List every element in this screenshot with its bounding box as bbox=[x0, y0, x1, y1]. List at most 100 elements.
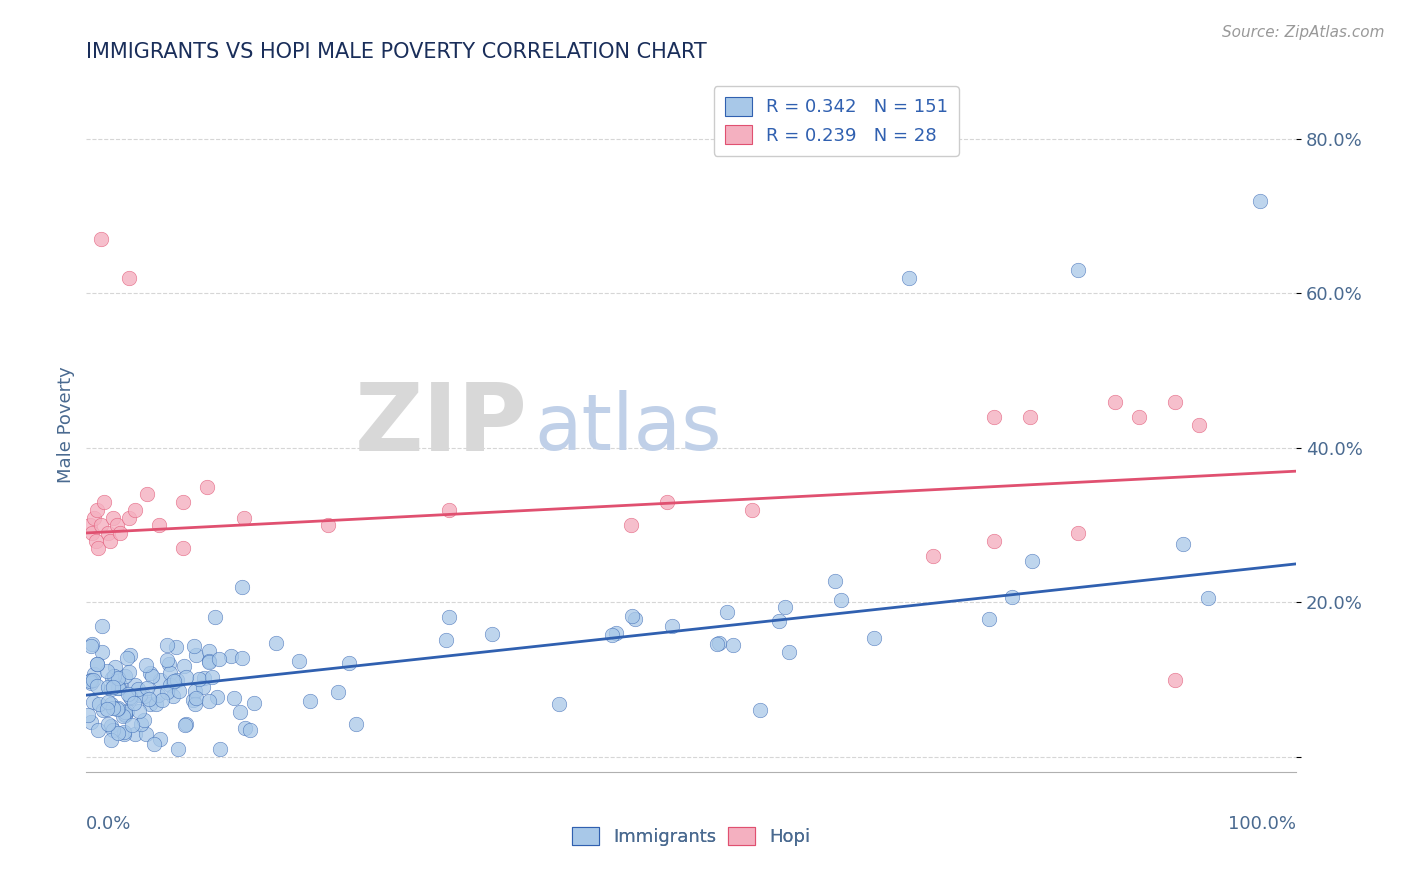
Point bbox=[830, 593, 852, 607]
Point bbox=[183, 640, 205, 654]
Point bbox=[184, 684, 207, 698]
Point bbox=[224, 691, 246, 706]
Point bbox=[723, 638, 745, 652]
Point bbox=[103, 680, 125, 694]
Point bbox=[107, 701, 129, 715]
Point bbox=[87, 697, 110, 711]
Point bbox=[91, 703, 114, 717]
Text: 0.0%: 0.0% bbox=[86, 815, 132, 833]
Point bbox=[100, 681, 122, 696]
Point bbox=[655, 495, 678, 509]
Point bbox=[187, 672, 209, 686]
Point bbox=[193, 671, 215, 685]
Point bbox=[84, 533, 107, 548]
Point bbox=[922, 549, 945, 563]
Legend: Immigrants, Hopi: Immigrants, Hopi bbox=[565, 820, 817, 854]
Point bbox=[229, 705, 252, 719]
Point bbox=[97, 717, 120, 731]
Point bbox=[288, 654, 311, 668]
Point bbox=[90, 518, 112, 533]
Point bbox=[162, 689, 184, 703]
Point bbox=[138, 692, 160, 706]
Point bbox=[139, 665, 162, 680]
Point bbox=[195, 480, 218, 494]
Point bbox=[150, 693, 173, 707]
Point bbox=[184, 697, 207, 711]
Point bbox=[91, 619, 114, 633]
Point bbox=[115, 651, 138, 665]
Text: ZIP: ZIP bbox=[356, 379, 527, 471]
Point bbox=[86, 723, 108, 737]
Point bbox=[741, 503, 763, 517]
Point bbox=[768, 614, 790, 628]
Point bbox=[108, 525, 131, 540]
Point bbox=[114, 706, 136, 721]
Point bbox=[231, 651, 253, 665]
Point bbox=[173, 659, 195, 673]
Point bbox=[135, 487, 157, 501]
Point bbox=[1067, 263, 1090, 277]
Point bbox=[117, 271, 139, 285]
Point bbox=[169, 684, 191, 698]
Point bbox=[80, 676, 103, 690]
Point bbox=[107, 672, 129, 686]
Point bbox=[233, 721, 256, 735]
Point bbox=[86, 679, 108, 693]
Point bbox=[156, 685, 179, 699]
Point bbox=[107, 726, 129, 740]
Point bbox=[145, 697, 167, 711]
Point bbox=[172, 541, 194, 556]
Point bbox=[1128, 410, 1150, 425]
Point bbox=[141, 669, 163, 683]
Point bbox=[118, 648, 141, 663]
Text: IMMIGRANTS VS HOPI MALE POVERTY CORRELATION CHART: IMMIGRANTS VS HOPI MALE POVERTY CORRELAT… bbox=[86, 42, 707, 62]
Point bbox=[105, 701, 128, 715]
Point bbox=[1249, 194, 1271, 208]
Point bbox=[127, 681, 149, 696]
Point bbox=[105, 518, 128, 533]
Point bbox=[80, 637, 103, 651]
Point bbox=[219, 648, 242, 663]
Point bbox=[120, 690, 142, 705]
Point bbox=[824, 574, 846, 588]
Point bbox=[548, 697, 571, 711]
Point bbox=[707, 636, 730, 650]
Point bbox=[80, 639, 103, 653]
Point bbox=[434, 633, 457, 648]
Point bbox=[167, 742, 190, 756]
Point bbox=[600, 628, 623, 642]
Point bbox=[108, 678, 131, 692]
Point bbox=[114, 705, 136, 719]
Point bbox=[90, 232, 112, 246]
Point bbox=[107, 681, 129, 695]
Point bbox=[86, 657, 108, 672]
Point bbox=[100, 533, 122, 548]
Point bbox=[481, 627, 503, 641]
Point bbox=[773, 600, 796, 615]
Point bbox=[149, 673, 172, 687]
Point bbox=[135, 726, 157, 740]
Point bbox=[166, 673, 188, 687]
Point bbox=[111, 709, 134, 723]
Point bbox=[128, 688, 150, 702]
Point bbox=[1104, 394, 1126, 409]
Text: 100.0%: 100.0% bbox=[1229, 815, 1296, 833]
Point bbox=[135, 658, 157, 673]
Point bbox=[184, 648, 207, 663]
Point bbox=[157, 657, 180, 672]
Point bbox=[146, 688, 169, 702]
Point bbox=[1164, 673, 1187, 687]
Point bbox=[104, 660, 127, 674]
Point bbox=[706, 637, 728, 651]
Point bbox=[142, 737, 165, 751]
Point bbox=[1197, 591, 1219, 605]
Point bbox=[93, 495, 115, 509]
Point bbox=[605, 626, 627, 640]
Point bbox=[114, 708, 136, 723]
Point bbox=[112, 724, 135, 739]
Text: atlas: atlas bbox=[534, 391, 721, 467]
Point bbox=[439, 503, 461, 517]
Point bbox=[1164, 394, 1187, 409]
Point bbox=[121, 718, 143, 732]
Point bbox=[79, 518, 101, 533]
